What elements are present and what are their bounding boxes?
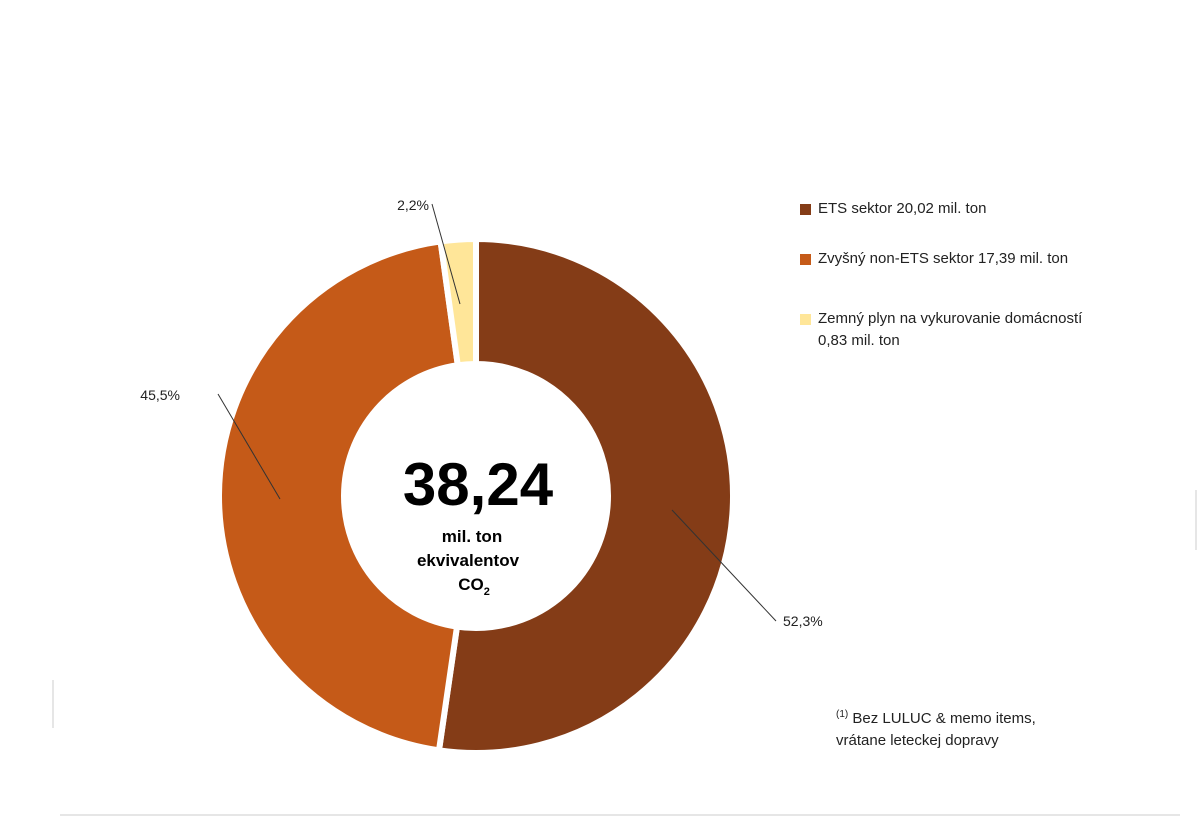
slice-gas-heating xyxy=(437,235,479,369)
label-non-ets: 45,5% xyxy=(140,387,180,403)
legend-swatch-gas-heating xyxy=(800,314,811,325)
label-gas-heating: 2,2% xyxy=(397,197,429,213)
legend-label-gas-heating: Zemný plyn na vykurovanie domácností 0,8… xyxy=(818,310,1083,349)
border-fragment-bottom xyxy=(60,814,1180,816)
total-unit-line-2: ekvivalentov xyxy=(417,551,520,570)
legend-swatch-ets xyxy=(800,204,811,215)
total-value: 38,24 xyxy=(403,451,554,518)
co2-text: CO xyxy=(458,575,484,594)
leader-line xyxy=(431,203,461,305)
slice-ets xyxy=(435,235,736,756)
leader-line xyxy=(217,393,281,500)
co2-subscript: 2 xyxy=(484,586,490,598)
footnote: (1) Bez LULUC & memo items, vrátane lete… xyxy=(836,708,1036,752)
legend-item-ets: ETS sektor 20,02 mil. ton xyxy=(800,198,1160,220)
legend-item-non-ets: Zvyšný non-ETS sektor 17,39 mil. ton xyxy=(800,248,1160,270)
footnote-marker: (1) xyxy=(836,709,849,720)
footnote-text: Bez LULUC & memo items, vrátane leteckej… xyxy=(836,710,1036,749)
leader-line xyxy=(671,509,777,622)
total-unit-line-1: mil. ton xyxy=(442,527,502,546)
slice-non-ets xyxy=(216,238,462,754)
legend-label-ets: ETS sektor 20,02 mil. ton xyxy=(818,200,987,217)
legend-swatch-non-ets xyxy=(800,254,811,265)
legend-label-non-ets: Zvyšný non-ETS sektor 17,39 mil. ton xyxy=(818,250,1069,267)
total-unit-co2: CO2 xyxy=(458,575,490,598)
border-fragment-right xyxy=(1195,490,1197,550)
label-ets: 52,3% xyxy=(783,613,823,629)
legend: ETS sektor 20,02 mil. ton Zvyšný non-ETS… xyxy=(800,198,1160,352)
border-fragment-left xyxy=(52,680,54,728)
legend-item-gas-heating: Zemný plyn na vykurovanie domácností 0,8… xyxy=(800,308,1160,352)
donut-hole xyxy=(342,388,554,600)
